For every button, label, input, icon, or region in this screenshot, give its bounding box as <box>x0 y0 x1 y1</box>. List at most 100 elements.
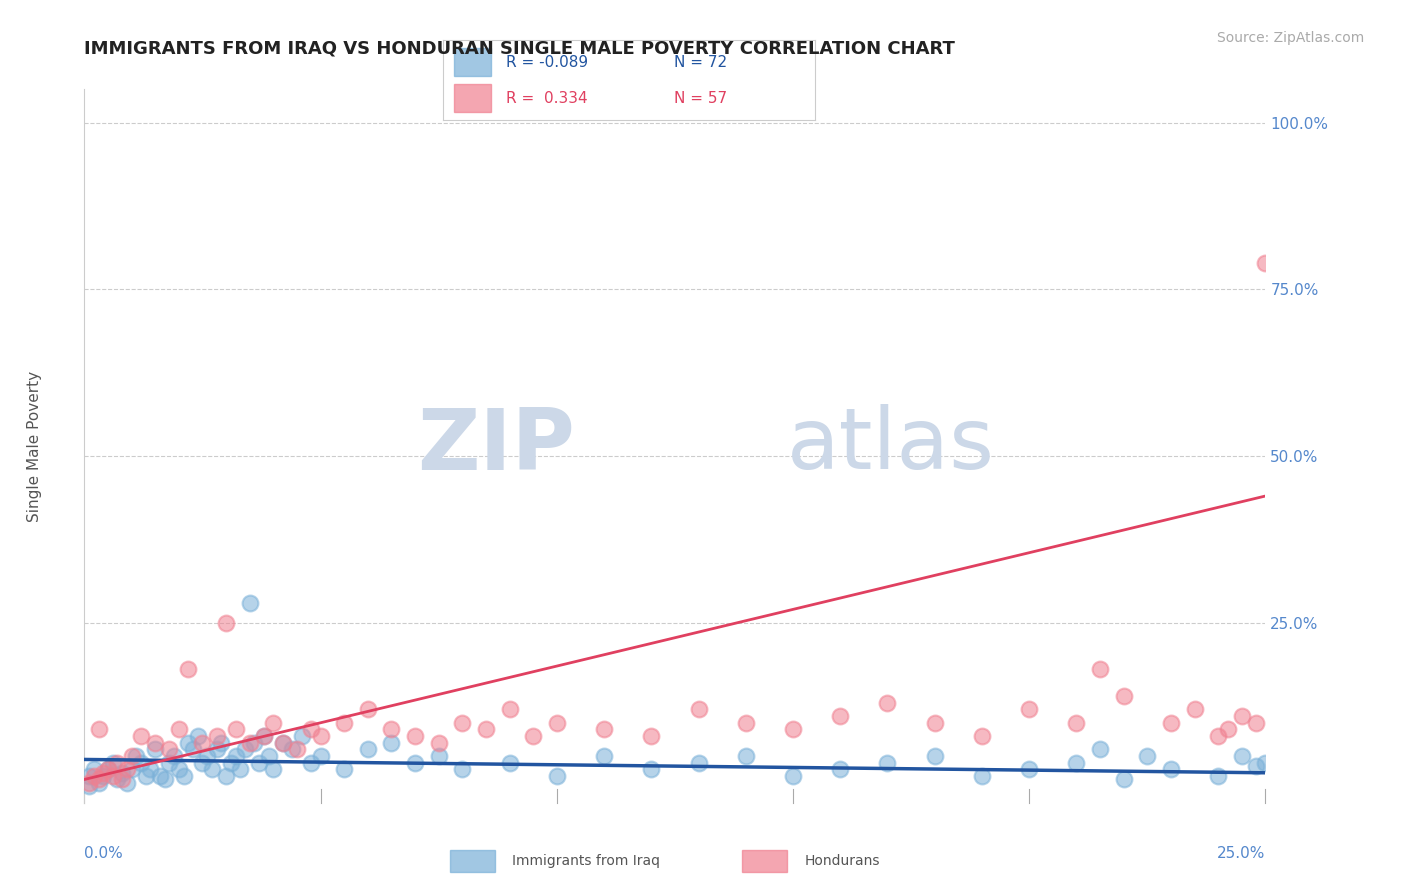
Point <box>782 723 804 737</box>
Point <box>107 772 129 787</box>
Point <box>1206 769 1229 783</box>
Point <box>498 756 520 770</box>
Point <box>195 749 218 764</box>
Point <box>87 776 110 790</box>
Point <box>257 749 280 764</box>
Point <box>247 756 270 770</box>
Point <box>97 763 120 777</box>
Point <box>97 763 120 777</box>
Point <box>782 769 804 783</box>
Point <box>157 742 180 756</box>
Text: Single Male Poverty: Single Male Poverty <box>27 370 42 522</box>
Point <box>149 769 172 783</box>
Point <box>143 742 166 756</box>
Point <box>253 729 276 743</box>
Text: Hondurans: Hondurans <box>804 854 880 868</box>
Point <box>734 749 756 764</box>
Point <box>876 756 898 770</box>
Point <box>640 763 662 777</box>
Text: Immigrants from Iraq: Immigrants from Iraq <box>512 854 659 868</box>
Point <box>546 769 568 783</box>
Point <box>1230 749 1253 764</box>
Point <box>1206 729 1229 743</box>
Point <box>115 776 138 790</box>
Text: IMMIGRANTS FROM IRAQ VS HONDURAN SINGLE MALE POVERTY CORRELATION CHART: IMMIGRANTS FROM IRAQ VS HONDURAN SINGLE … <box>84 40 955 58</box>
Point <box>181 742 204 756</box>
Text: R =  0.334: R = 0.334 <box>506 91 588 106</box>
Point <box>1244 715 1267 730</box>
Point <box>271 736 294 750</box>
Text: R = -0.089: R = -0.089 <box>506 54 588 70</box>
Point <box>135 769 157 783</box>
Text: ZIP: ZIP <box>416 404 575 488</box>
Point <box>129 756 152 770</box>
Point <box>281 742 304 756</box>
Point <box>299 723 322 737</box>
Point <box>271 736 294 750</box>
Point <box>357 742 380 756</box>
Point <box>404 756 426 770</box>
Point <box>404 729 426 743</box>
Point <box>309 729 332 743</box>
Point <box>299 756 322 770</box>
Point <box>243 736 266 750</box>
Point <box>291 729 314 743</box>
Text: 0.0%: 0.0% <box>84 846 124 861</box>
Point <box>1244 759 1267 773</box>
Text: Source: ZipAtlas.com: Source: ZipAtlas.com <box>1216 31 1364 45</box>
Point <box>163 749 186 764</box>
Point <box>1018 702 1040 716</box>
Point <box>115 763 138 777</box>
Point <box>111 772 134 787</box>
Point <box>734 715 756 730</box>
Point <box>1112 689 1135 703</box>
Point <box>191 736 214 750</box>
Point <box>177 662 200 676</box>
Point <box>101 769 124 783</box>
Point <box>121 763 143 777</box>
Point <box>451 715 474 730</box>
Point <box>129 729 152 743</box>
Point <box>139 763 162 777</box>
Point <box>107 756 129 770</box>
Text: 25.0%: 25.0% <box>1218 846 1265 861</box>
Point <box>830 763 852 777</box>
Point <box>205 729 228 743</box>
Point <box>153 772 176 787</box>
FancyBboxPatch shape <box>454 48 491 77</box>
Point <box>205 742 228 756</box>
Point <box>191 756 214 770</box>
Point <box>143 736 166 750</box>
FancyBboxPatch shape <box>454 85 491 112</box>
Point <box>239 596 262 610</box>
Point <box>173 769 195 783</box>
Point <box>427 749 450 764</box>
Point <box>357 702 380 716</box>
Point <box>1112 772 1135 787</box>
Point <box>1230 709 1253 723</box>
Point <box>233 742 256 756</box>
Point <box>77 769 100 783</box>
Point <box>111 765 134 780</box>
Point <box>380 723 402 737</box>
Point <box>546 715 568 730</box>
Text: N = 72: N = 72 <box>673 54 727 70</box>
Point <box>225 749 247 764</box>
Point <box>83 763 105 777</box>
Point <box>640 729 662 743</box>
Point <box>157 756 180 770</box>
Point <box>522 729 544 743</box>
Point <box>83 769 105 783</box>
Point <box>91 765 114 780</box>
Point <box>239 736 262 750</box>
Point <box>101 756 124 770</box>
Point <box>451 763 474 777</box>
Point <box>121 749 143 764</box>
Point <box>924 715 946 730</box>
Point <box>593 749 616 764</box>
FancyBboxPatch shape <box>742 849 787 872</box>
Point <box>87 772 110 787</box>
Point <box>253 729 276 743</box>
Point <box>876 696 898 710</box>
Point <box>309 749 332 764</box>
